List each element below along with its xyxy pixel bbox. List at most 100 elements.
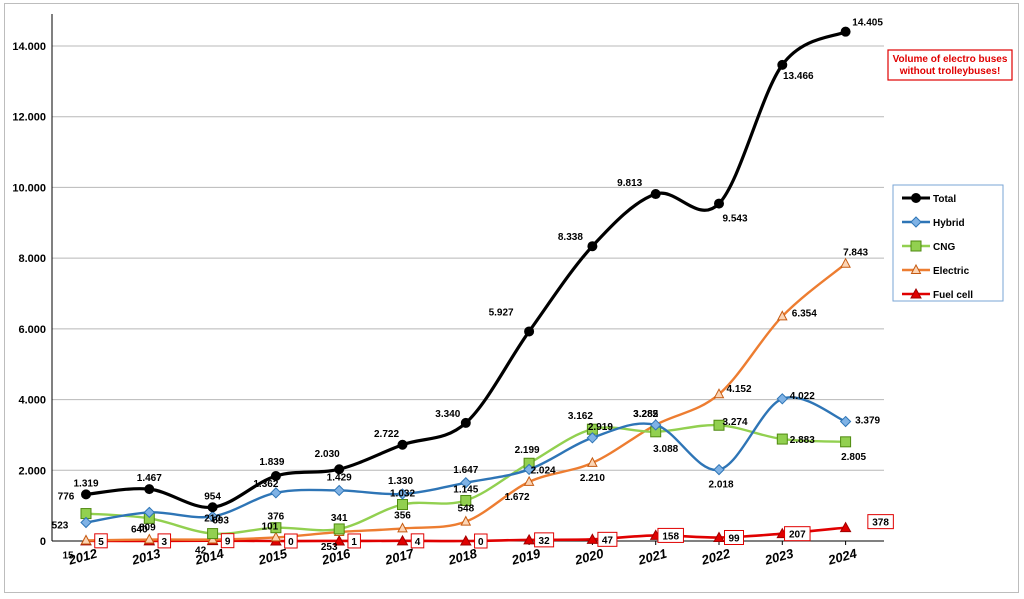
data-point <box>840 257 851 268</box>
data-label-box <box>94 533 108 549</box>
chart-note: Volume of electro buses without trolleybu… <box>887 49 1013 81</box>
data-point <box>333 484 345 497</box>
data-point <box>397 522 408 533</box>
data-label: 693 <box>212 515 229 526</box>
data-label: 9 <box>225 537 231 548</box>
data-point <box>839 415 852 428</box>
data-label-box <box>410 533 425 549</box>
data-label: 14.405 <box>852 18 883 29</box>
data-point <box>776 433 788 445</box>
data-point <box>586 432 599 444</box>
data-point <box>207 502 218 513</box>
data-point <box>840 26 851 37</box>
chart-frame <box>4 3 1019 593</box>
data-point <box>80 534 92 545</box>
data-label: 47 <box>602 535 614 546</box>
data-point <box>270 470 281 481</box>
data-label: 2.805 <box>841 452 866 463</box>
data-labels: 1.319 1.4679541.8392.0302.7223.3405.9278.… <box>52 18 894 561</box>
data-point <box>776 310 788 321</box>
data-point <box>397 499 408 511</box>
data-point <box>649 419 662 431</box>
data-label: 2.722 <box>374 429 399 440</box>
data-label: 378 <box>872 518 889 529</box>
data-label: 356 <box>394 510 411 521</box>
data-point <box>776 393 789 405</box>
y-tick-label: 14.000 <box>12 41 46 53</box>
y-tick-label: 6.000 <box>18 324 46 336</box>
data-point <box>396 488 409 500</box>
data-point <box>713 531 725 542</box>
data-label: 2.883 <box>790 435 815 446</box>
data-label: 3 <box>162 537 168 548</box>
data-label-box <box>597 531 618 547</box>
data-label-box <box>657 527 684 543</box>
data-label: 4.022 <box>790 391 815 402</box>
data-label: 0 <box>478 537 484 548</box>
data-point <box>396 534 409 546</box>
data-label: 2.210 <box>580 473 605 484</box>
data-point <box>333 534 346 546</box>
data-label: 341 <box>331 513 348 524</box>
data-label: 3.282 <box>633 409 658 420</box>
data-point <box>333 523 345 535</box>
data-label: 1.362 <box>253 479 278 490</box>
data-label: 954 <box>204 491 221 502</box>
gridlines <box>52 45 884 471</box>
data-point <box>650 189 661 200</box>
x-tick-label: 2020 <box>572 545 606 567</box>
series-lines <box>80 26 852 546</box>
data-label: 1.032 <box>390 489 415 500</box>
data-label: 5.927 <box>489 307 514 318</box>
data-label-box <box>724 529 744 545</box>
data-label: 2.199 <box>515 445 540 456</box>
data-label: 809 <box>139 522 156 533</box>
legend-entry: Hybrid <box>933 218 965 229</box>
data-point <box>523 533 535 545</box>
data-point <box>460 477 472 489</box>
data-label-box <box>284 533 298 549</box>
note-box <box>887 49 1013 81</box>
data-point <box>459 534 472 546</box>
data-label-box <box>784 526 811 542</box>
data-point <box>840 436 852 448</box>
data-point <box>713 388 725 399</box>
data-label: 158 <box>662 531 679 542</box>
data-label: 13.466 <box>783 71 814 82</box>
note-text: Volume of electro buses without trolleybu… <box>893 54 1008 77</box>
data-point <box>270 487 282 499</box>
y-tick-label: 8.000 <box>18 253 46 265</box>
legend-swatch-marker <box>910 240 922 252</box>
data-point <box>523 463 535 476</box>
data-label: 548 <box>457 504 474 515</box>
data-point <box>460 515 472 526</box>
x-tick-label: 2023 <box>762 545 796 567</box>
data-label: 640 <box>131 524 148 535</box>
data-label: 1.145 <box>453 485 478 496</box>
data-point <box>270 522 282 534</box>
legend: Total Hybrid CNG Electric Fuel cell <box>892 184 1004 302</box>
data-label: 3.162 <box>568 411 593 422</box>
data-point <box>524 326 535 337</box>
data-label: 0 <box>288 537 294 548</box>
data-label: 1.467 <box>137 473 162 484</box>
data-label-box <box>220 533 235 549</box>
data-label: 42 <box>195 546 207 557</box>
x-tick-label: 2015 <box>256 545 290 567</box>
x-tick-label: 2022 <box>699 545 733 567</box>
data-label-box <box>867 514 894 530</box>
data-label: 1.647 <box>453 465 478 476</box>
data-label: 3.274 <box>722 417 747 428</box>
y-tick-label: 10.000 <box>12 182 46 194</box>
y-tick-label: 2.000 <box>18 465 46 477</box>
y-tick-label: 0 <box>40 536 46 548</box>
data-label: 210 <box>204 514 221 525</box>
data-point <box>81 489 91 500</box>
data-point <box>460 417 471 428</box>
data-label: 3.340 <box>435 409 460 420</box>
legend-swatch-marker <box>910 216 922 228</box>
data-label: 253 <box>321 542 338 553</box>
data-label: 4 <box>415 537 421 548</box>
data-label: 207 <box>789 530 806 541</box>
axes: 0 2.000 4.000 6.000 8.000 10.000 12.000 14.000 2… <box>12 14 884 568</box>
